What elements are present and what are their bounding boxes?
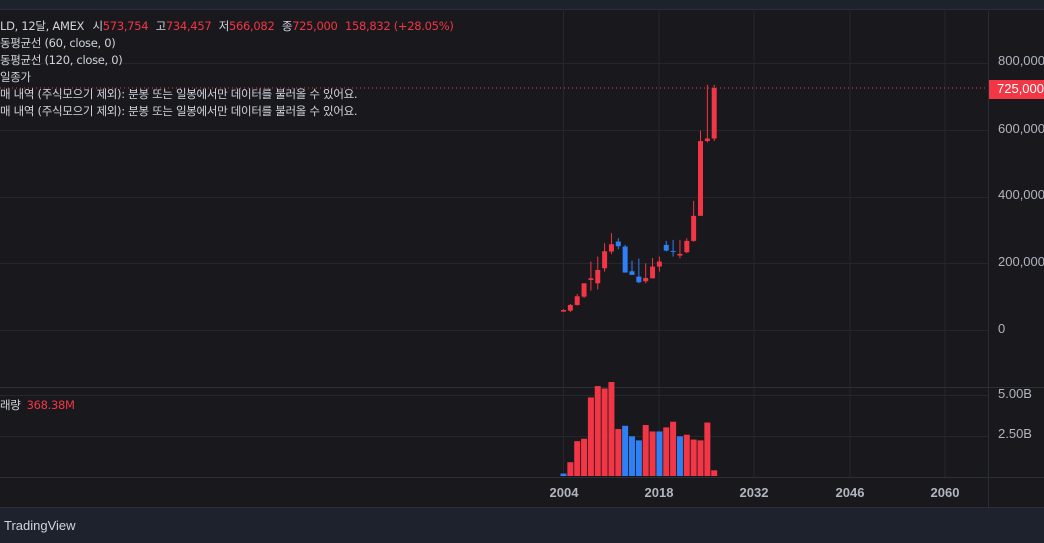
low-label: 저 xyxy=(218,19,230,33)
current-price-tag: 725,000 xyxy=(989,80,1044,99)
time-tick-2046: 2046 xyxy=(835,485,865,500)
price-tick-0: 0 xyxy=(998,321,1006,336)
indicator-prev-close[interactable]: 일종가 xyxy=(0,70,31,84)
volume-legend[interactable]: 래량 368.38M xyxy=(0,397,75,413)
price-tick-200000: 200,000 xyxy=(998,254,1044,269)
change-value: 158,832 (+28.05%) xyxy=(344,19,454,33)
time-tick-2060: 2060 xyxy=(930,485,960,500)
volume-label: 래량 xyxy=(0,398,21,412)
price-tick-600000: 600,000 xyxy=(998,121,1044,136)
indicator-ma120[interactable]: 동평균선 (120, close, 0) xyxy=(0,53,123,67)
high-label: 고 xyxy=(155,19,167,33)
axis-corner-divider xyxy=(988,478,989,508)
close-label: 종 xyxy=(281,19,293,33)
top-toolbar xyxy=(0,0,1044,10)
symbol-legend: LD, 12달, AMEX 시573,754 고734,457 저566,082… xyxy=(0,18,454,120)
high-value: 734,457 xyxy=(165,19,212,33)
open-value: 573,754 xyxy=(102,19,149,33)
price-tick-400000: 400,000 xyxy=(998,187,1044,202)
time-tick-2004: 2004 xyxy=(549,485,579,500)
open-label: 시 xyxy=(92,19,104,33)
time-tick-2032: 2032 xyxy=(739,485,769,500)
price-tick-800000: 800,000 xyxy=(998,53,1044,68)
ohlc-row: LD, 12달, AMEX 시573,754 고734,457 저566,082… xyxy=(0,18,454,35)
indicator-trade-history-1[interactable]: 매 내역 (주식모으기 제외): 분봉 또는 일봉에서만 데이터를 불러올 수 … xyxy=(0,87,358,101)
volume-value: 368.38M xyxy=(26,398,75,412)
footer-bar: TradingView xyxy=(0,507,1044,543)
volume-tick-5b: 5.00B xyxy=(998,386,1032,401)
time-tick-2018: 2018 xyxy=(644,485,674,500)
close-value: 725,000 xyxy=(292,19,338,33)
volume-tick-2-5b: 2.50B xyxy=(998,426,1032,441)
indicator-ma60[interactable]: 동평균선 (60, close, 0) xyxy=(0,36,116,50)
tradingview-logo[interactable]: TradingView xyxy=(4,518,76,533)
low-value: 566,082 xyxy=(229,19,275,33)
symbol-info: LD, 12달, AMEX xyxy=(0,19,85,33)
indicator-trade-history-2[interactable]: 매 내역 (주식모으기 제외): 분봉 또는 일봉에서만 데이터를 불러올 수 … xyxy=(0,104,358,118)
time-axis[interactable] xyxy=(0,477,1044,508)
chart-pane[interactable] xyxy=(0,11,988,477)
